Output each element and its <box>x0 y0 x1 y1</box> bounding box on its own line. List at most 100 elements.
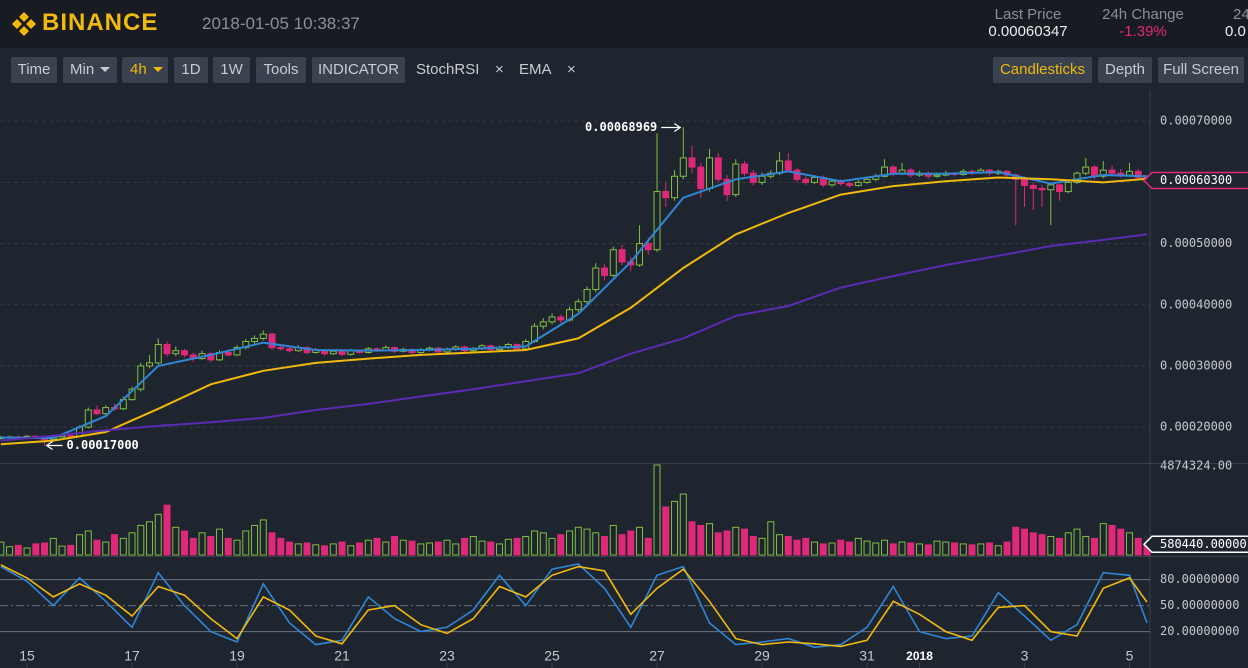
volume-bar <box>1099 523 1107 556</box>
candle-body <box>154 344 162 364</box>
candle-body <box>1091 166 1099 177</box>
volume-bar <box>189 537 197 556</box>
volume-bar <box>548 537 556 556</box>
volume-bar <box>916 543 924 556</box>
button-label: Min <box>70 61 95 78</box>
volume-bar <box>251 524 259 556</box>
volume-bar <box>312 544 320 556</box>
y-tick-label: 20.00000000 <box>1160 624 1239 638</box>
axis-marker <box>1142 171 1248 190</box>
chart-bg <box>0 88 1248 668</box>
volume-bar <box>1029 532 1037 556</box>
candle-body <box>1064 181 1072 193</box>
y-tick-label: 0.00030000 <box>1160 358 1232 372</box>
button[interactable]: INDICATOR <box>312 57 405 83</box>
volume-bar <box>644 537 652 556</box>
button[interactable]: Min <box>63 57 117 83</box>
volume-bar <box>1117 528 1125 556</box>
volume-bar <box>907 542 915 556</box>
volume-bar <box>732 526 740 556</box>
candle-body <box>889 166 897 174</box>
candle-body <box>1134 170 1142 178</box>
volume-bar <box>504 538 512 556</box>
candle-body <box>828 180 836 186</box>
candle-body <box>671 175 679 199</box>
button[interactable]: Candlesticks <box>993 57 1092 83</box>
line <box>0 176 1148 446</box>
button[interactable]: 1W <box>213 57 250 83</box>
x-tick-label: 27 <box>649 648 665 664</box>
volume-bar <box>417 543 425 556</box>
volume-bar <box>574 526 582 556</box>
volume-bar <box>898 541 906 556</box>
volume-bar <box>811 541 819 556</box>
button-label: 4h <box>130 61 147 78</box>
volume-bar <box>172 526 180 556</box>
button[interactable]: 1D <box>174 57 208 83</box>
volume-bar <box>1108 524 1116 556</box>
volume-bar <box>452 543 460 556</box>
volume-bar <box>443 539 451 556</box>
button[interactable]: Tools <box>256 57 306 83</box>
volume-bar <box>1073 528 1081 556</box>
candle-body <box>172 350 180 355</box>
candle-body <box>137 365 145 390</box>
candle-body <box>181 350 189 356</box>
volume-bar <box>426 542 434 556</box>
candle-body <box>1029 184 1037 190</box>
x-tick-label: 19 <box>229 648 245 664</box>
volume-bar <box>303 542 311 556</box>
candle-body <box>574 301 582 311</box>
x-tick-label: 2018 <box>906 649 933 663</box>
volume-bar <box>977 543 985 556</box>
candle-body <box>758 175 766 183</box>
line <box>0 170 1148 440</box>
volume-bar <box>259 519 267 556</box>
candle-body <box>802 178 810 183</box>
button[interactable]: Depth <box>1098 57 1152 83</box>
axis-marker-label: 580440.00000 <box>1160 537 1247 551</box>
volume-bar <box>58 545 66 556</box>
candle-body <box>933 174 941 177</box>
volume-bar <box>951 542 959 556</box>
candle-body <box>286 348 294 352</box>
volume-bar <box>154 513 162 556</box>
candle-body <box>84 409 92 428</box>
candle-body <box>706 157 714 190</box>
candle-body <box>697 166 705 190</box>
volume-bar <box>1064 532 1072 556</box>
volume-bar <box>583 528 591 556</box>
volume-bar <box>986 542 994 556</box>
volume-bar <box>408 540 416 556</box>
candle-body <box>863 178 871 183</box>
x-tick-label: 5 <box>1126 648 1134 664</box>
candle-body <box>653 191 661 251</box>
button[interactable]: Time <box>11 57 57 83</box>
volume-bar <box>618 534 626 556</box>
candle-body <box>784 160 792 171</box>
indicator: EMA <box>519 61 552 78</box>
x-tick-label: 31 <box>859 648 875 664</box>
volume-bar <box>653 464 661 556</box>
logo-icon <box>12 12 36 36</box>
volume-bar <box>286 541 294 556</box>
volume-bar <box>242 530 250 556</box>
candle-body <box>1056 184 1064 193</box>
candle-body <box>1108 169 1116 174</box>
candle-body <box>548 316 556 323</box>
close-button[interactable]: × <box>495 61 504 78</box>
stat-label: 24 <box>1233 6 1248 23</box>
y-tick-label: 50.00000000 <box>1160 598 1239 612</box>
volume-bar <box>32 543 40 556</box>
volume-bar <box>76 534 84 556</box>
volume-bar <box>391 536 399 556</box>
button[interactable]: Full Screen <box>1158 57 1244 83</box>
volume-bar <box>67 544 75 556</box>
header: BINANCE 2018-01-05 10:38:37 Last Price 0… <box>0 0 1248 48</box>
close-button[interactable]: × <box>567 61 576 78</box>
candle-body <box>539 321 547 327</box>
volume-bar <box>1012 526 1020 556</box>
volume-bar <box>933 540 941 556</box>
button[interactable]: 4h <box>122 57 168 83</box>
stat-value: 0.0 <box>1225 23 1246 40</box>
